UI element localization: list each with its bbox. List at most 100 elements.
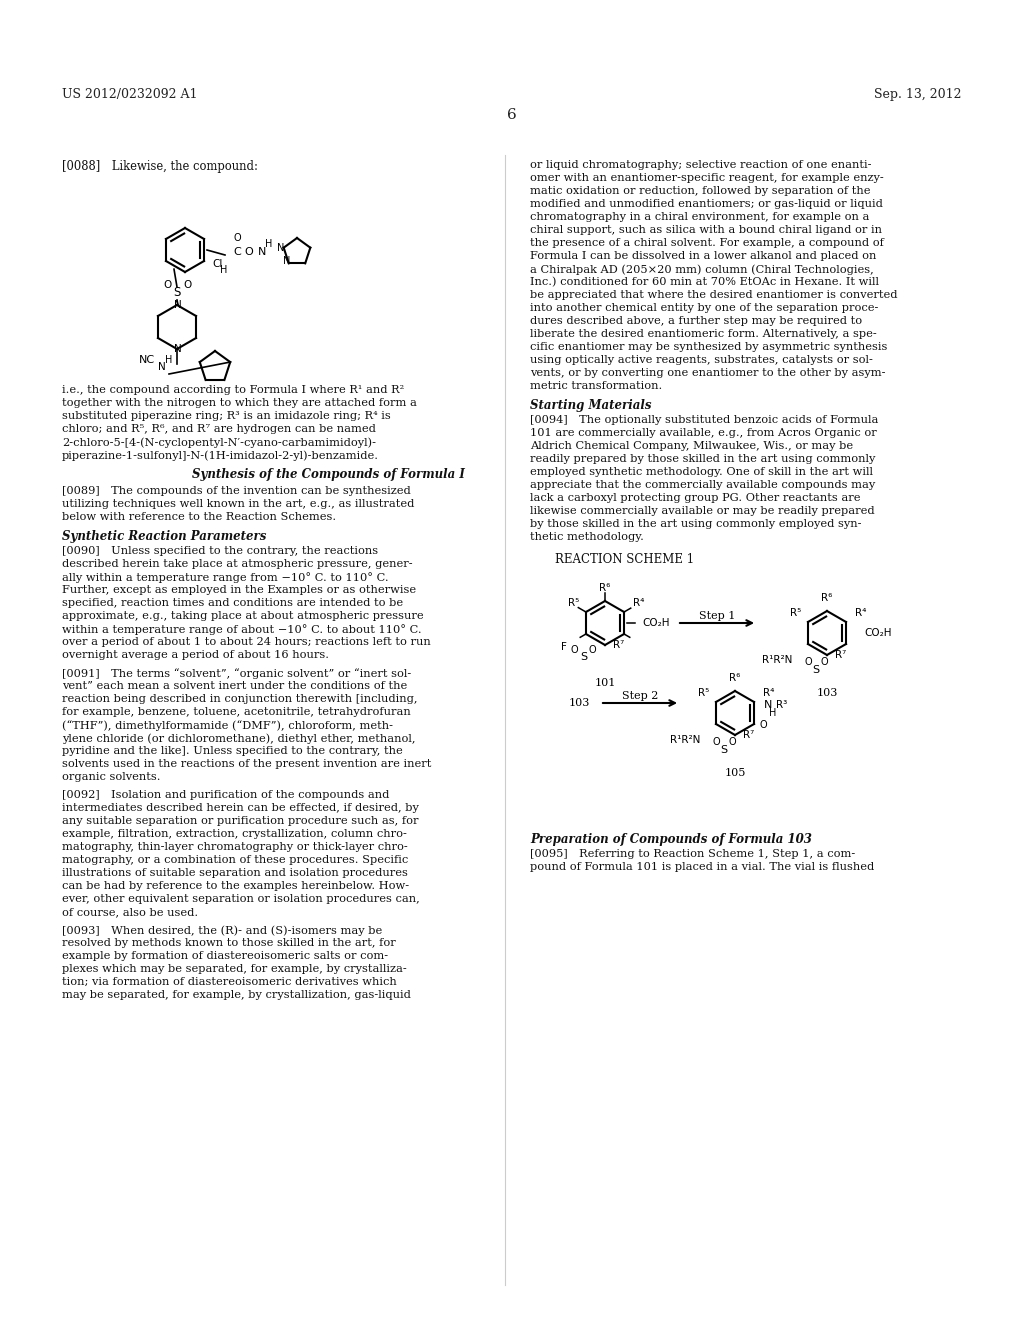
Text: matography, thin-layer chromatography or thick-layer chro-: matography, thin-layer chromatography or…: [62, 842, 408, 851]
Text: O: O: [183, 280, 191, 290]
Text: S: S: [580, 652, 587, 663]
Text: [0092] Isolation and purification of the compounds and: [0092] Isolation and purification of the…: [62, 789, 389, 800]
Text: within a temperature range of about −10° C. to about 110° C.: within a temperature range of about −10°…: [62, 624, 422, 635]
Text: cific enantiomer may be synthesized by asymmetric synthesis: cific enantiomer may be synthesized by a…: [530, 342, 888, 352]
Text: tion; via formation of diastereoisomeric derivatives which: tion; via formation of diastereoisomeric…: [62, 977, 396, 987]
Text: utilizing techniques well known in the art, e.g., as illustrated: utilizing techniques well known in the a…: [62, 499, 415, 510]
Text: R⁷: R⁷: [613, 639, 625, 649]
Text: can be had by reference to the examples hereinbelow. How-: can be had by reference to the examples …: [62, 880, 410, 891]
Text: a Chiralpak AD (205×20 mm) column (Chiral Technologies,: a Chiralpak AD (205×20 mm) column (Chira…: [530, 264, 873, 275]
Text: using optically active reagents, substrates, catalysts or sol-: using optically active reagents, substra…: [530, 355, 872, 366]
Text: H: H: [769, 708, 776, 718]
Text: N: N: [278, 243, 285, 252]
Text: plexes which may be separated, for example, by crystalliza-: plexes which may be separated, for examp…: [62, 964, 407, 974]
Text: resolved by methods known to those skilled in the art, for: resolved by methods known to those skill…: [62, 939, 395, 948]
Text: appreciate that the commercially available compounds may: appreciate that the commercially availab…: [530, 480, 876, 490]
Text: O: O: [820, 657, 827, 667]
Text: reaction being described in conjunction therewith [including,: reaction being described in conjunction …: [62, 694, 418, 704]
Text: REACTION SCHEME 1: REACTION SCHEME 1: [555, 553, 694, 566]
Text: H: H: [265, 239, 272, 249]
Text: R⁶: R⁶: [729, 673, 740, 682]
Text: may be separated, for example, by crystallization, gas-liquid: may be separated, for example, by crysta…: [62, 990, 411, 1001]
Text: 6: 6: [507, 108, 517, 121]
Text: [0089] The compounds of the invention can be synthesized: [0089] The compounds of the invention ca…: [62, 486, 411, 496]
Text: Sep. 13, 2012: Sep. 13, 2012: [874, 88, 962, 102]
Text: substituted piperazine ring; R³ is an imidazole ring; R⁴ is: substituted piperazine ring; R³ is an im…: [62, 411, 391, 421]
Text: together with the nitrogen to which they are attached form a: together with the nitrogen to which they…: [62, 399, 417, 408]
Text: the presence of a chiral solvent. For example, a compound of: the presence of a chiral solvent. For ex…: [530, 238, 884, 248]
Text: R⁷: R⁷: [743, 730, 755, 739]
Text: NC: NC: [139, 355, 155, 366]
Text: Synthetic Reaction Parameters: Synthetic Reaction Parameters: [62, 531, 266, 543]
Text: solvents used in the reactions of the present invention are inert: solvents used in the reactions of the pr…: [62, 759, 431, 770]
Text: O: O: [760, 719, 767, 730]
Text: 101 are commercially available, e.g., from Acros Organic or: 101 are commercially available, e.g., fr…: [530, 428, 877, 438]
Text: metric transformation.: metric transformation.: [530, 381, 663, 391]
Text: H: H: [220, 265, 227, 276]
Text: S: S: [721, 744, 728, 755]
Text: vent” each mean a solvent inert under the conditions of the: vent” each mean a solvent inert under th…: [62, 681, 408, 690]
Text: chloro; and R⁵, R⁶, and R⁷ are hydrogen can be named: chloro; and R⁵, R⁶, and R⁷ are hydrogen …: [62, 424, 376, 434]
Text: N: N: [283, 256, 291, 267]
Text: R¹R²N: R¹R²N: [671, 735, 700, 744]
Text: CO₂H: CO₂H: [642, 618, 670, 628]
Text: O: O: [712, 737, 720, 747]
Text: dures described above, a further step may be required to: dures described above, a further step ma…: [530, 315, 862, 326]
Text: thetic methodology.: thetic methodology.: [530, 532, 644, 543]
Text: O: O: [245, 247, 253, 257]
Text: ylene chloride (or dichloromethane), diethyl ether, methanol,: ylene chloride (or dichloromethane), die…: [62, 733, 416, 743]
Text: Preparation of Compounds of Formula 103: Preparation of Compounds of Formula 103: [530, 833, 812, 846]
Text: Step 2: Step 2: [622, 690, 658, 701]
Text: specified, reaction times and conditions are intended to be: specified, reaction times and conditions…: [62, 598, 403, 609]
Text: described herein take place at atmospheric pressure, gener-: described herein take place at atmospher…: [62, 558, 413, 569]
Text: modified and unmodified enantiomers; or gas-liquid or liquid: modified and unmodified enantiomers; or …: [530, 199, 883, 209]
Text: into another chemical entity by one of the separation proce-: into another chemical entity by one of t…: [530, 304, 879, 313]
Text: be appreciated that where the desired enantiomer is converted: be appreciated that where the desired en…: [530, 290, 897, 300]
Text: Inc.) conditioned for 60 min at 70% EtOAc in Hexane. It will: Inc.) conditioned for 60 min at 70% EtOA…: [530, 277, 879, 288]
Text: 2-chloro-5-[4-(N-cyclopentyl-N′-cyano-carbamimidoyl)-: 2-chloro-5-[4-(N-cyclopentyl-N′-cyano-ca…: [62, 437, 376, 447]
Text: R¹R²N: R¹R²N: [763, 655, 793, 665]
Text: N: N: [174, 345, 182, 354]
Text: [0091] The terms “solvent”, “organic solvent” or “inert sol-: [0091] The terms “solvent”, “organic sol…: [62, 668, 412, 678]
Text: R⁴: R⁴: [763, 688, 774, 697]
Text: ally within a temperature range from −10° C. to 110° C.: ally within a temperature range from −10…: [62, 572, 389, 583]
Text: N: N: [158, 362, 166, 372]
Text: liberate the desired enantiomeric form. Alternatively, a spe-: liberate the desired enantiomeric form. …: [530, 329, 877, 339]
Text: R⁴: R⁴: [633, 598, 644, 607]
Text: pyridine and the like]. Unless specified to the contrary, the: pyridine and the like]. Unless specified…: [62, 746, 402, 756]
Text: O: O: [570, 645, 579, 655]
Text: [0090] Unless specified to the contrary, the reactions: [0090] Unless specified to the contrary,…: [62, 546, 378, 556]
Text: lack a carboxyl protecting group PG. Other reactants are: lack a carboxyl protecting group PG. Oth…: [530, 492, 860, 503]
Text: S: S: [812, 665, 819, 675]
Text: or liquid chromatography; selective reaction of one enanti-: or liquid chromatography; selective reac…: [530, 160, 871, 170]
Text: piperazine-1-sulfonyl]-N-(1H-imidazol-2-yl)-benzamide.: piperazine-1-sulfonyl]-N-(1H-imidazol-2-…: [62, 450, 379, 461]
Text: matography, or a combination of these procedures. Specific: matography, or a combination of these pr…: [62, 855, 409, 865]
Text: S: S: [173, 285, 180, 298]
Text: R⁵: R⁵: [791, 607, 802, 618]
Text: R³: R³: [775, 700, 786, 710]
Text: Further, except as employed in the Examples or as otherwise: Further, except as employed in the Examp…: [62, 585, 416, 595]
Text: Synthesis of the Compounds of Formula I: Synthesis of the Compounds of Formula I: [193, 469, 465, 480]
Text: R⁶: R⁶: [821, 593, 833, 603]
Text: R⁶: R⁶: [599, 583, 610, 593]
Text: Starting Materials: Starting Materials: [530, 399, 651, 412]
Text: 101: 101: [594, 678, 615, 688]
Text: N: N: [258, 247, 266, 257]
Text: C: C: [233, 247, 241, 257]
Text: overnight average a period of about 16 hours.: overnight average a period of about 16 h…: [62, 649, 329, 660]
Text: any suitable separation or purification procedure such as, for: any suitable separation or purification …: [62, 816, 419, 826]
Text: [0094] The optionally substituted benzoic acids of Formula: [0094] The optionally substituted benzoi…: [530, 414, 879, 425]
Text: example by formation of diastereoisomeric salts or com-: example by formation of diastereoisomeri…: [62, 950, 388, 961]
Text: 105: 105: [724, 768, 745, 777]
Text: likewise commercially available or may be readily prepared: likewise commercially available or may b…: [530, 506, 874, 516]
Text: of course, also be used.: of course, also be used.: [62, 907, 198, 917]
Text: R⁵: R⁵: [568, 598, 580, 607]
Text: illustrations of suitable separation and isolation procedures: illustrations of suitable separation and…: [62, 869, 408, 878]
Text: for example, benzene, toluene, acetonitrile, tetrahydrofuran: for example, benzene, toluene, acetonitr…: [62, 708, 411, 717]
Text: approximate, e.g., taking place at about atmospheric pressure: approximate, e.g., taking place at about…: [62, 611, 424, 620]
Text: by those skilled in the art using commonly employed syn-: by those skilled in the art using common…: [530, 519, 861, 529]
Text: 103: 103: [568, 698, 590, 708]
Text: 103: 103: [816, 688, 838, 698]
Text: O: O: [804, 657, 812, 667]
Text: omer with an enantiomer-specific reagent, for example enzy-: omer with an enantiomer-specific reagent…: [530, 173, 884, 183]
